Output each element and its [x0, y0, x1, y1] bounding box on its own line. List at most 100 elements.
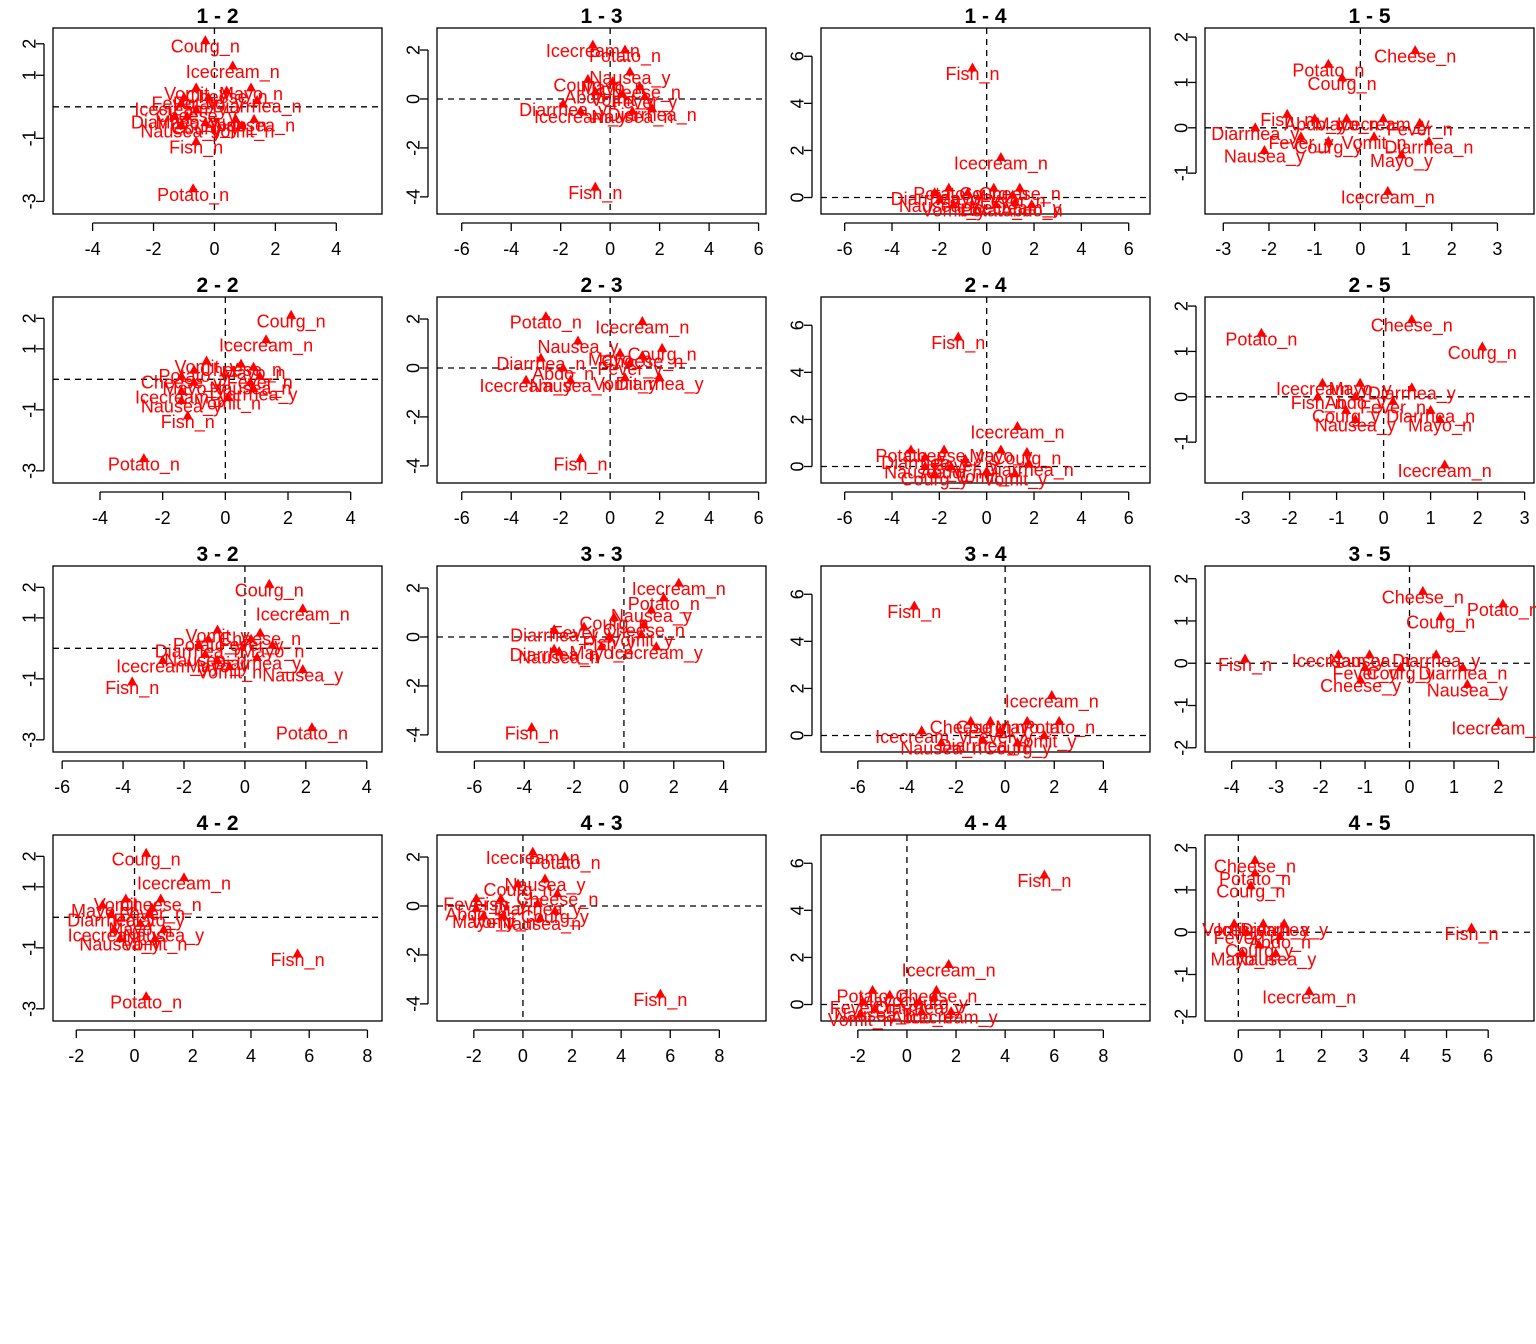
panel-title: 3 - 2: [196, 543, 238, 566]
x-tick-label: 4: [246, 1046, 256, 1066]
y-axis: -3 -1 1 2: [19, 851, 45, 1017]
point-marker: [1022, 715, 1033, 725]
point-label: Diarrhea_n: [1384, 137, 1473, 158]
y-tick-label: -1: [19, 130, 39, 146]
point-label: Mayo_y: [1329, 379, 1392, 400]
point-label: Icecream_n: [954, 153, 1048, 174]
point-label: Nausea_y: [1427, 680, 1508, 701]
point-marker: [1054, 715, 1065, 725]
point-marker: [261, 334, 272, 344]
x-axis: -4 -3 -2 -1 0 1 2: [1224, 760, 1503, 797]
point-label: Nausea_y: [611, 606, 692, 627]
point-marker: [637, 350, 648, 360]
point-label: Nausea_y: [899, 196, 980, 217]
y-tick-label: 2: [1171, 843, 1191, 853]
point-label: Mayo_y: [1370, 151, 1433, 172]
points-group: Cheese_nPotato_nCourg_nIcecream_yMayo_yD…: [1225, 314, 1517, 482]
x-tick-label: -4: [503, 508, 519, 528]
x-tick-label: -3: [1235, 508, 1251, 528]
y-tick-label: 1: [1171, 616, 1191, 626]
point-marker: [620, 44, 630, 54]
point-label: Diarrhea_n: [985, 460, 1074, 481]
x-tick-label: -4: [92, 508, 108, 528]
point-marker: [1493, 716, 1504, 726]
point-marker: [1282, 108, 1293, 118]
panel-title: 3 - 3: [580, 543, 622, 566]
point-label: Diarrhea_y: [519, 100, 607, 121]
panel-2-5: 2 - 5 -3 -2 -1 0 1 2 3 -1 0 1 2 Cheese_n Potato_n Cour…: [1171, 274, 1535, 528]
point-marker: [1026, 199, 1037, 209]
panel-title: 2 - 5: [1348, 274, 1390, 297]
point-marker: [991, 199, 1002, 209]
point-marker: [936, 737, 947, 747]
y-tick-label: 2: [787, 414, 807, 424]
point-marker: [1341, 113, 1352, 123]
point-label: Vomit_n: [1342, 133, 1407, 154]
point-marker: [596, 641, 607, 651]
point-label: Abdo_n: [1249, 932, 1311, 953]
point-marker: [654, 372, 665, 382]
point-marker: [638, 619, 649, 629]
point-marker: [565, 374, 576, 384]
x-tick-label: 2: [1447, 239, 1457, 259]
point-label: Icecream_n: [186, 62, 280, 83]
point-marker: [292, 948, 303, 958]
point-marker: [985, 715, 996, 725]
point-label: Potato_y: [173, 93, 244, 114]
point-marker: [981, 465, 992, 475]
panel-3-5: 3 - 5-4 -3 -2 -1 0 1 2-2-1012Cheese_nPotato_nC…: [1171, 543, 1536, 797]
point-marker: [579, 621, 590, 631]
x-tick-label: 0: [982, 508, 992, 528]
x-tick-label: 6: [1049, 1046, 1059, 1066]
point-marker: [249, 113, 260, 123]
point-label: Cheese_n: [1214, 856, 1296, 877]
x-tick-label: -6: [454, 239, 470, 259]
point-marker: [527, 846, 538, 856]
point-marker: [114, 933, 125, 943]
point-marker: [549, 905, 560, 915]
point-label: Vomit_n: [197, 663, 262, 684]
point-marker: [1337, 72, 1348, 82]
x-tick-label: 8: [362, 1046, 372, 1066]
x-tick-label: -6: [850, 777, 866, 797]
x-tick-label: 4: [1098, 777, 1108, 797]
y-tick-label: 2: [19, 39, 39, 49]
point-marker: [549, 643, 560, 653]
point-label: Courg_n: [235, 580, 304, 601]
point-marker: [1295, 131, 1306, 141]
x-axis: -6 -4 -2 0 2 4 6: [454, 222, 764, 259]
point-marker: [1249, 854, 1260, 864]
point-label: Fish_n: [945, 64, 999, 85]
point-marker: [1039, 869, 1050, 879]
y-tick-label: 0: [1171, 123, 1191, 133]
x-tick-label: -4: [503, 239, 519, 259]
y-axis: -1 0 1 2: [1171, 301, 1197, 450]
point-marker: [191, 104, 202, 114]
y-tick-label: 4: [787, 98, 807, 108]
point-label: Mayo_n: [222, 363, 286, 384]
point-marker: [1410, 45, 1421, 55]
point-marker: [1423, 135, 1434, 145]
x-tick-label: -2: [1261, 239, 1277, 259]
point-marker: [176, 395, 187, 405]
x-axis: -6 -4 -2 0 2 4 6: [837, 222, 1134, 259]
x-tick-label: -2: [931, 239, 947, 259]
point-label: Nausea_y: [504, 875, 585, 896]
panel-title: 1 - 3: [580, 5, 622, 28]
x-axis: -2 0 2 4 6 8: [850, 1029, 1108, 1066]
x-axis: -6 -4 -2 0 2 4: [54, 760, 372, 797]
point-label: Potato_n: [1292, 60, 1364, 81]
point-label: Mayo_n: [1315, 115, 1379, 136]
point-label: Courg_n: [1406, 613, 1475, 634]
point-marker: [1439, 459, 1450, 469]
y-tick-label: 2: [787, 683, 807, 693]
x-tick-label: 3: [1492, 239, 1502, 259]
point-marker: [575, 453, 586, 463]
points-group: Cheese_nPotato_nCourg_nVomit_yIcecream_y…: [1202, 854, 1499, 1008]
point-label: Vomit_n: [196, 394, 261, 415]
point-marker: [646, 604, 657, 614]
point-marker: [141, 991, 152, 1001]
point-label: Diarrhea_y: [494, 900, 582, 921]
point-marker: [620, 372, 630, 382]
point-marker: [1477, 341, 1488, 351]
